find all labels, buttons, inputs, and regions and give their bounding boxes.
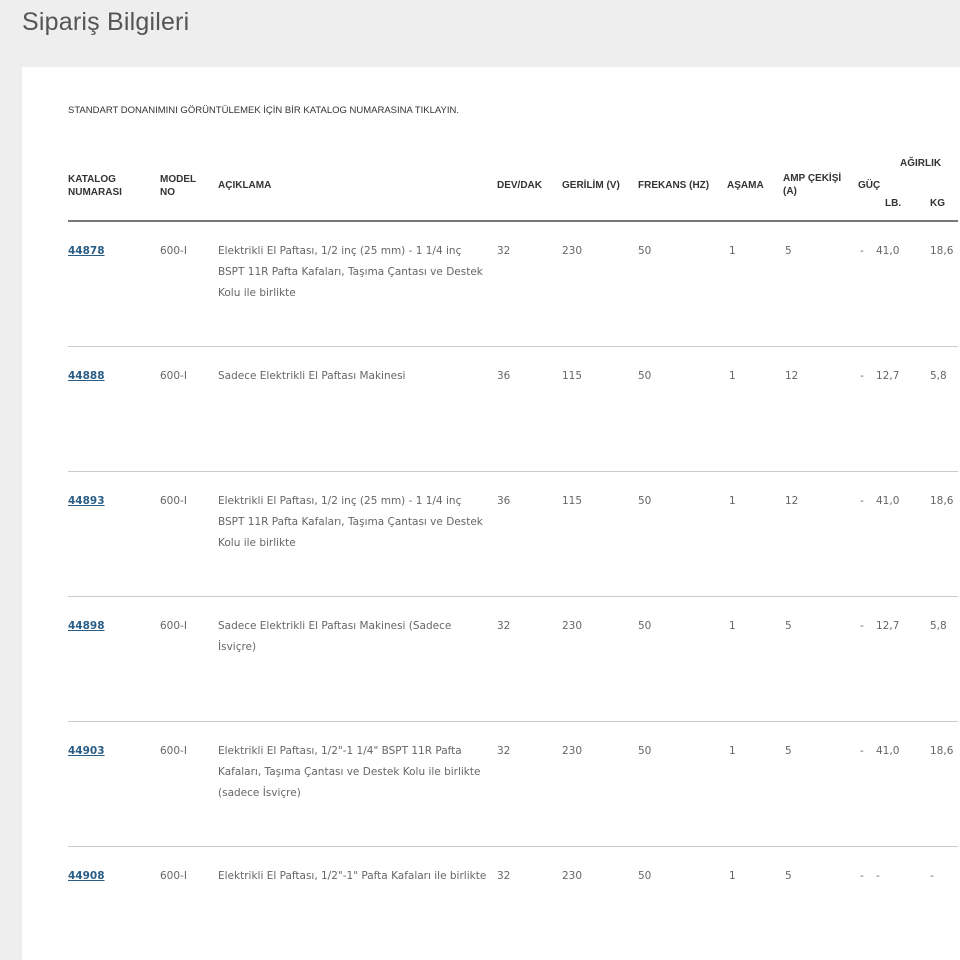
lb-cell: 41,0 — [876, 245, 900, 257]
header-rpm: DEV/DAK — [497, 180, 543, 191]
catalog-cell: 44878 — [68, 241, 148, 262]
kg-cell: 5,8 — [930, 370, 947, 382]
kg-cell: 18,6 — [930, 745, 954, 757]
lb-cell: 12,7 — [876, 370, 900, 382]
power-cell: - — [860, 495, 864, 507]
freq-cell: 50 — [638, 495, 652, 507]
lb-cell: - — [876, 870, 880, 882]
kg-cell: 5,8 — [930, 620, 947, 632]
phase-cell: 1 — [729, 370, 736, 382]
desc-cell: Sadece Elektrikli El Paftası Makinesi (S… — [218, 620, 452, 653]
voltage-cell: 230 — [562, 870, 583, 882]
lb-cell: 41,0 — [876, 495, 900, 507]
header-model: MODEL NO — [160, 174, 196, 198]
catalog-number-link[interactable]: 44878 — [68, 245, 105, 257]
order-table: KATALOG NUMARASI MODEL NO AÇIKLAMA DEV/D… — [68, 157, 958, 907]
freq-cell: 50 — [638, 370, 652, 382]
table-row: 44893 600-I Elektrikli El Paftası, 1/2 inç… — [68, 472, 958, 597]
header-description: AÇIKLAMA — [218, 180, 272, 191]
kg-cell: 18,6 — [930, 245, 954, 257]
table-row: 44878 600-I Elektrikli El Paftası, 1/2 inç… — [68, 222, 958, 347]
model-cell: 600-I — [160, 495, 187, 507]
table-row: 44898 600-I Sadece Elektrikli El Paftası M… — [68, 597, 958, 722]
header-catalog: KATALOG NUMARASI — [68, 174, 122, 198]
catalog-number-link[interactable]: 44903 — [68, 745, 105, 757]
catalog-cell: 44898 — [68, 616, 148, 637]
power-cell: - — [860, 870, 864, 882]
freq-cell: 50 — [638, 870, 652, 882]
page-title: Sipariş Bilgileri — [22, 8, 190, 36]
phase-cell: 1 — [729, 620, 736, 632]
freq-cell: 50 — [638, 620, 652, 632]
freq-cell: 50 — [638, 745, 652, 757]
voltage-cell: 115 — [562, 370, 583, 382]
catalog-number-link[interactable]: 44908 — [68, 870, 105, 882]
model-cell: 600-I — [160, 245, 187, 257]
catalog-cell: 44903 — [68, 741, 148, 762]
desc-cell: Elektrikli El Paftası, 1/2"-1" Pafta Kaf… — [218, 870, 487, 882]
rpm-cell: 32 — [497, 245, 511, 257]
table-row: 44888 600-I Sadece Elektrikli El Paftası M… — [68, 347, 958, 472]
power-cell: - — [860, 620, 864, 632]
amp-cell: 12 — [785, 370, 799, 382]
instruction-text: STANDART DONANIMINI GÖRÜNTÜLEMEK İÇİN Bİ… — [68, 105, 459, 116]
freq-cell: 50 — [638, 245, 652, 257]
model-cell: 600-I — [160, 870, 187, 882]
table-body: 44878 600-I Elektrikli El Paftası, 1/2 inç… — [68, 222, 958, 907]
voltage-cell: 230 — [562, 620, 583, 632]
table-row: 44908 600-I Elektrikli El Paftası, 1/2"-1"… — [68, 847, 958, 907]
header-power: GÜÇ — [858, 180, 881, 191]
header-frequency: FREKANS (HZ) — [638, 180, 710, 191]
catalog-cell: 44908 — [68, 866, 148, 887]
order-info-panel: STANDART DONANIMINI GÖRÜNTÜLEMEK İÇİN Bİ… — [22, 67, 960, 960]
lb-cell: 12,7 — [876, 620, 900, 632]
rpm-cell: 32 — [497, 870, 511, 882]
catalog-number-link[interactable]: 44888 — [68, 370, 105, 382]
catalog-number-link[interactable]: 44898 — [68, 620, 105, 632]
rpm-cell: 32 — [497, 620, 511, 632]
desc-cell: Elektrikli El Paftası, 1/2 inç (25 mm) -… — [218, 245, 483, 299]
kg-cell: - — [930, 870, 934, 882]
amp-cell: 12 — [785, 495, 799, 507]
model-cell: 600-I — [160, 745, 187, 757]
rpm-cell: 36 — [497, 495, 511, 507]
amp-cell: 5 — [785, 620, 792, 632]
desc-cell: Sadece Elektrikli El Paftası Makinesi — [218, 370, 406, 382]
model-cell: 600-I — [160, 620, 187, 632]
phase-cell: 1 — [729, 245, 736, 257]
catalog-cell: 44888 — [68, 366, 148, 387]
power-cell: - — [860, 745, 864, 757]
header-weight: AĞIRLIK — [900, 158, 942, 169]
lb-cell: 41,0 — [876, 745, 900, 757]
amp-cell: 5 — [785, 745, 792, 757]
catalog-number-link[interactable]: 44893 — [68, 495, 105, 507]
header-lb: LB. — [885, 198, 902, 209]
power-cell: - — [860, 245, 864, 257]
model-cell: 600-I — [160, 370, 187, 382]
phase-cell: 1 — [729, 745, 736, 757]
table-header: KATALOG NUMARASI MODEL NO AÇIKLAMA DEV/D… — [68, 157, 958, 222]
voltage-cell: 230 — [562, 245, 583, 257]
header-voltage: GERİLİM (V) — [562, 180, 620, 191]
desc-cell: Elektrikli El Paftası, 1/2 inç (25 mm) -… — [218, 495, 483, 549]
phase-cell: 1 — [729, 870, 736, 882]
desc-cell: Elektrikli El Paftası, 1/2"-1 1/4" BSPT … — [218, 745, 481, 799]
header-kg: KG — [930, 198, 945, 209]
kg-cell: 18,6 — [930, 495, 954, 507]
phase-cell: 1 — [729, 495, 736, 507]
power-cell: - — [860, 370, 864, 382]
amp-cell: 5 — [785, 245, 792, 257]
rpm-cell: 32 — [497, 745, 511, 757]
header-phase: AŞAMA — [727, 180, 764, 191]
catalog-cell: 44893 — [68, 491, 148, 512]
voltage-cell: 115 — [562, 495, 583, 507]
table-row: 44903 600-I Elektrikli El Paftası, 1/2"-1 … — [68, 722, 958, 847]
voltage-cell: 230 — [562, 745, 583, 757]
header-amp: AMP ÇEKİŞİ (A) — [783, 173, 842, 197]
rpm-cell: 36 — [497, 370, 511, 382]
amp-cell: 5 — [785, 870, 792, 882]
